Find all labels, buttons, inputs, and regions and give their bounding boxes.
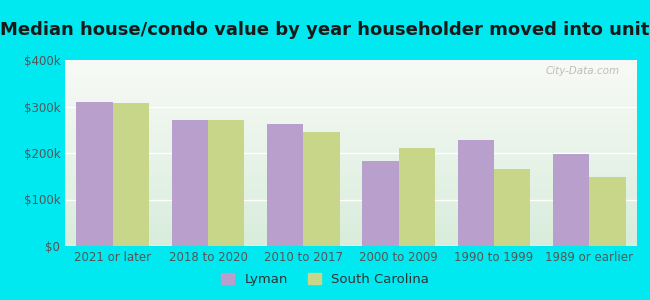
Bar [363, 161, 398, 246]
Bar [112, 103, 149, 246]
Bar [77, 102, 112, 246]
Bar [458, 140, 494, 246]
Bar [553, 154, 590, 246]
Bar [458, 140, 494, 246]
Bar [304, 132, 339, 246]
Text: City-Data.com: City-Data.com [546, 66, 620, 76]
Bar [208, 120, 244, 246]
Bar [590, 177, 625, 246]
Bar [267, 124, 304, 246]
Bar [208, 120, 244, 246]
Bar [494, 169, 530, 246]
Bar [267, 124, 304, 246]
Bar [172, 119, 208, 246]
Bar [112, 103, 149, 246]
Bar [304, 132, 339, 246]
Bar [77, 102, 112, 246]
Text: Median house/condo value by year householder moved into unit: Median house/condo value by year househo… [0, 21, 650, 39]
Bar [398, 148, 435, 246]
Bar [553, 154, 590, 246]
Bar [172, 119, 208, 246]
Bar [363, 161, 398, 246]
Bar [590, 177, 625, 246]
Bar [398, 148, 435, 246]
Legend: Lyman, South Carolina: Lyman, South Carolina [216, 269, 434, 290]
Bar [494, 169, 530, 246]
